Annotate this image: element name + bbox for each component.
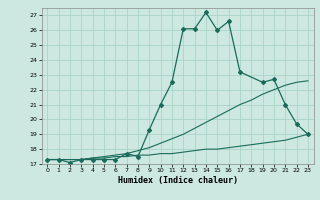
X-axis label: Humidex (Indice chaleur): Humidex (Indice chaleur) xyxy=(118,176,237,185)
